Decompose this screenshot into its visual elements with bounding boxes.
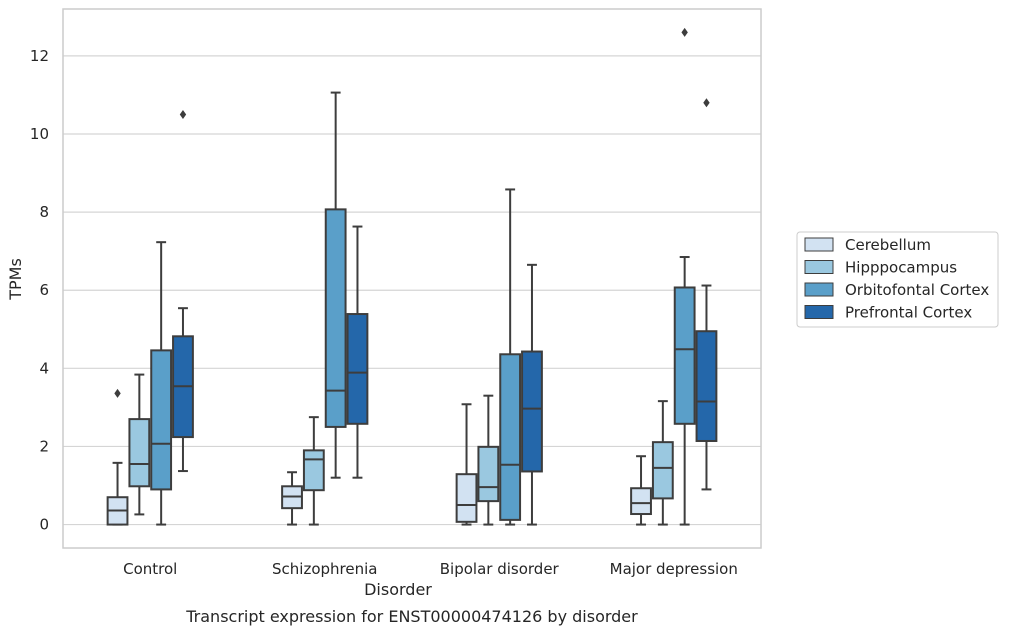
box <box>651 441 674 500</box>
legend-swatch <box>804 305 834 319</box>
box-groups <box>106 27 718 526</box>
box-group <box>302 416 325 526</box>
box-group <box>673 27 696 526</box>
box-group <box>172 109 194 473</box>
box <box>695 330 718 442</box>
y-tick-label: 2 <box>39 437 49 455</box>
x-tick-labels: Control Schizophrenia Bipolar disorder Majo… <box>123 560 738 578</box>
box-group <box>630 455 652 526</box>
y-tick-label: 12 <box>30 47 49 65</box>
box-group <box>150 241 173 526</box>
box-group <box>651 400 674 526</box>
y-tick-labels: 0 2 4 6 8 10 12 <box>30 47 49 534</box>
box-group <box>477 394 500 526</box>
x-tick-label: Major depression <box>610 560 738 578</box>
box-group <box>324 91 347 479</box>
legend: Cerebellum Hipppocampus Orbitofontal Corte… <box>796 231 999 328</box>
box-group <box>695 98 718 491</box>
box <box>499 353 522 521</box>
x-tick-label: Bipolar disorder <box>440 560 560 578</box>
box <box>673 286 696 425</box>
box-group <box>106 388 129 526</box>
y-tick-label: 10 <box>30 125 49 143</box>
box <box>324 208 347 428</box>
legend-label: Prefrontal Cortex <box>845 304 972 322</box>
plot-frame <box>62 8 762 549</box>
box-group <box>521 263 543 526</box>
outlier-point <box>681 27 688 37</box>
y-tick-label: 0 <box>39 516 49 534</box>
box <box>346 313 369 425</box>
y-tick-label: 4 <box>39 359 49 377</box>
box <box>630 487 652 516</box>
box <box>521 350 543 473</box>
box-group <box>128 373 151 516</box>
legend-swatch <box>804 237 834 252</box>
x-tick-label: Control <box>123 560 177 578</box>
box <box>150 349 173 491</box>
legend-label: Hipppocampus <box>845 259 957 277</box>
figure-caption: Transcript expression for ENST0000047412… <box>185 607 638 626</box>
box <box>128 418 151 488</box>
outlier-point <box>703 98 710 108</box>
box <box>455 473 478 523</box>
legend-swatch <box>804 282 834 297</box>
box-group <box>281 471 303 526</box>
box <box>302 449 325 492</box>
x-axis-title: Disorder <box>364 580 432 599</box>
outlier-point <box>114 388 121 398</box>
legend-label: Cerebellum <box>845 236 931 254</box>
y-tick-label: 6 <box>39 281 49 299</box>
outlier-point <box>179 109 187 119</box>
y-axis-title: TPMs <box>6 258 25 301</box>
y-tick-label: 8 <box>39 203 49 221</box>
box-group <box>455 403 478 526</box>
box-group <box>346 225 369 479</box>
legend-label: Orbitofontal Cortex <box>845 281 989 299</box>
legend-swatch <box>804 260 834 274</box>
x-tick-label: Schizophrenia <box>272 560 377 578</box>
legend-frame <box>796 231 999 328</box>
box-group <box>499 188 522 526</box>
box <box>477 445 500 503</box>
